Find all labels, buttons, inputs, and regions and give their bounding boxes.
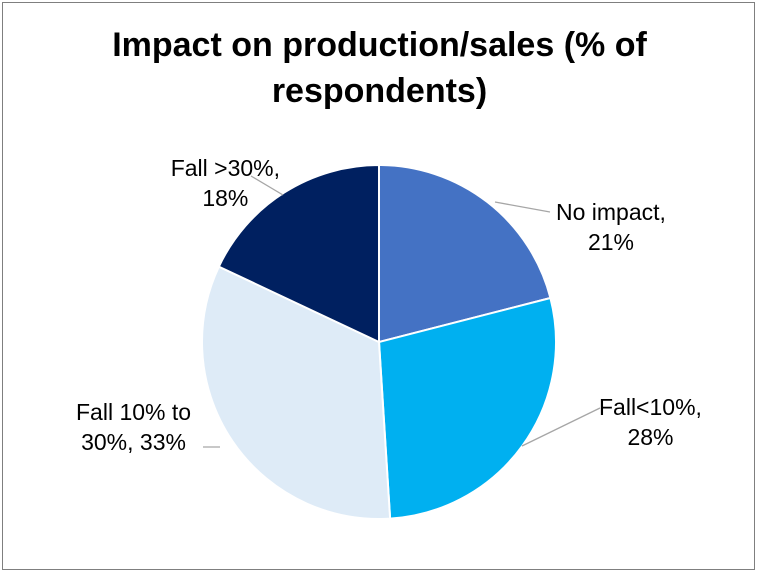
data-label-fall-over-30-line-2: 18% (202, 185, 249, 211)
data-label-fall-over-30: Fall >30%, 18% (171, 153, 280, 213)
data-label-no-impact-line-2: 21% (587, 229, 634, 255)
leader-lines (203, 175, 601, 448)
data-label-fall-under-10: Fall<10%, 28% (599, 392, 702, 452)
data-label-fall-10-to-30-line-1: Fall 10% to (76, 399, 192, 425)
leader-line-fall-over-30 (250, 175, 284, 196)
data-label-fall-10-to-30-line-2: 30%, 33% (81, 429, 186, 455)
data-label-fall-over-30-line-1: Fall >30%, (170, 155, 280, 181)
chart-title: Impact on production/sales (% of respond… (0, 22, 759, 114)
chart-title-line-1: Impact on production/sales (% of (112, 26, 647, 64)
leader-line-fall-under-10 (521, 407, 601, 447)
chart-title-line-2: respondents) (271, 72, 488, 110)
data-label-fall-10-to-30: Fall 10% to 30%, 33% (76, 397, 191, 457)
data-label-no-impact: No impact, 21% (556, 197, 666, 257)
pie-slices (201, 163, 557, 520)
pie-slice-no-impact (378, 163, 552, 344)
data-label-fall-under-10-line-1: Fall<10%, (599, 394, 702, 420)
leader-line-no-impact (494, 201, 551, 213)
data-label-fall-under-10-line-2: 28% (627, 424, 674, 450)
data-label-no-impact-line-1: No impact, (556, 199, 666, 225)
pie-slice-fall-10-to-30 (201, 265, 392, 520)
pie-slice-fall-over-30 (217, 163, 380, 344)
